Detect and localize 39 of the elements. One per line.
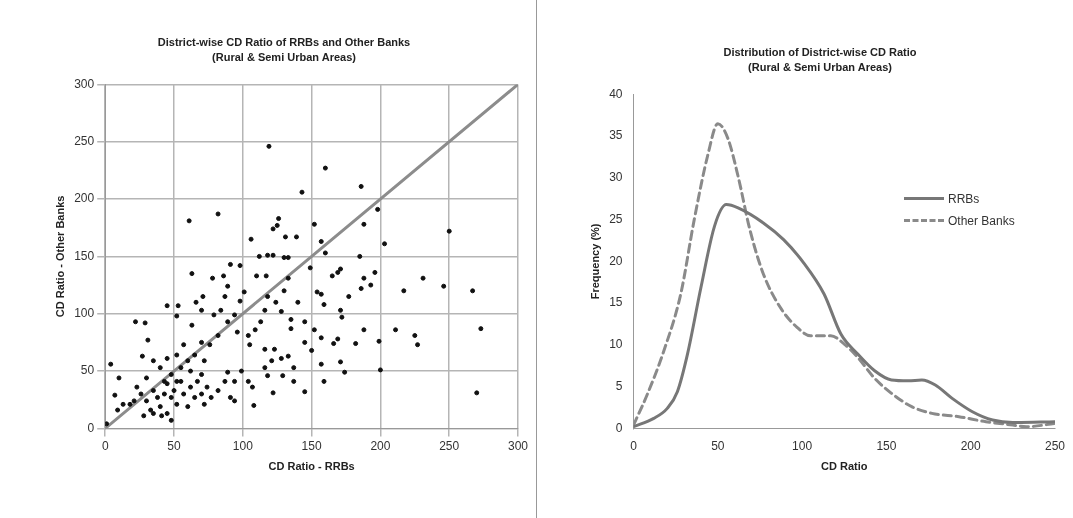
chart-subtitle: (Rural & Semi Urban Areas) xyxy=(212,50,357,63)
x-axis-title: CD Ratio - RRBs xyxy=(268,460,355,473)
x-tick-label: 100 xyxy=(792,438,813,453)
y-tick-label: 250 xyxy=(74,134,95,149)
y-tick-label: 100 xyxy=(74,306,95,321)
x-tick-label: 250 xyxy=(1044,438,1066,453)
y-tick-label: 150 xyxy=(74,248,95,263)
x-tick-label: 250 xyxy=(439,438,460,453)
x-axis-title: CD Ratio xyxy=(821,460,868,473)
y-tick-label: 300 xyxy=(74,76,95,91)
x-tick-label: 150 xyxy=(301,438,322,453)
y-tick-label: 25 xyxy=(609,211,623,226)
y-axis-title: CD Ratio - Other Banks xyxy=(53,195,66,318)
y-tick-label: 20 xyxy=(609,253,623,268)
y-tick-label: 50 xyxy=(80,363,95,378)
x-tick-label: 100 xyxy=(232,438,254,453)
chart-title: District-wise CD Ratio of RRBs and Other Banks xyxy=(157,35,411,48)
chart-title: Distribution of District-wise CD Ratio xyxy=(723,45,917,58)
y-axis-title: Frequency (%) xyxy=(588,223,601,300)
x-tick-label: 50 xyxy=(167,438,182,453)
x-tick-label: 50 xyxy=(711,438,725,453)
legend-label: RRBs xyxy=(948,191,980,206)
y-tick-label: 10 xyxy=(609,337,623,352)
x-tick-label: 0 xyxy=(630,438,638,453)
legend-label: Other Banks xyxy=(948,213,1015,228)
x-tick-label: 200 xyxy=(960,438,982,453)
x-tick-label: 150 xyxy=(876,438,897,453)
y-tick-label: 40 xyxy=(609,86,623,101)
y-tick-label: 0 xyxy=(87,420,95,435)
y-tick-label: 5 xyxy=(615,378,623,393)
x-tick-label: 300 xyxy=(507,438,529,453)
y-tick-label: 35 xyxy=(609,128,623,143)
y-tick-label: 200 xyxy=(74,191,95,206)
y-tick-label: 0 xyxy=(615,420,623,435)
y-tick-label: 30 xyxy=(609,170,623,185)
x-tick-label: 200 xyxy=(370,438,391,453)
chart-subtitle: (Rural & Semi Urban Areas) xyxy=(748,60,893,73)
y-tick-label: 15 xyxy=(609,295,623,310)
x-tick-label: 0 xyxy=(101,438,109,453)
